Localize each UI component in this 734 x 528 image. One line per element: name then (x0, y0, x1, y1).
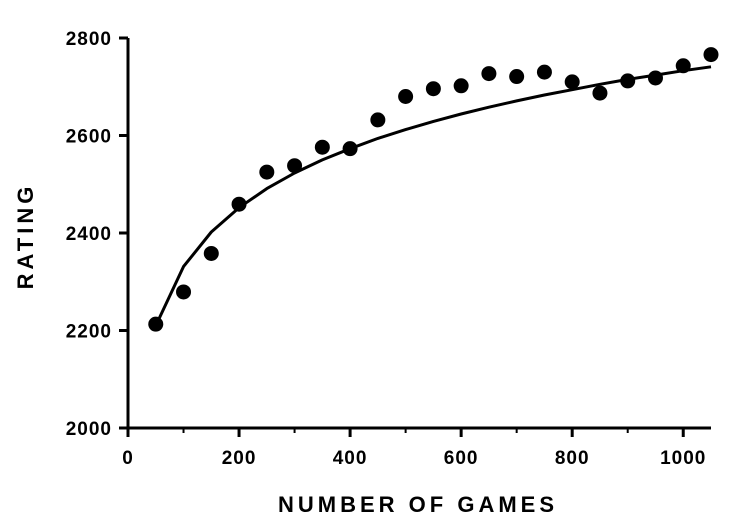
data-point (564, 74, 580, 90)
data-point (370, 112, 386, 128)
data-point (425, 81, 441, 97)
x-tick-label: 800 (555, 448, 590, 469)
data-point (203, 245, 219, 261)
data-point (481, 66, 497, 82)
x-tick-label: 400 (333, 448, 368, 469)
x-tick-label: 200 (222, 448, 257, 469)
data-point (176, 284, 192, 300)
x-tick-label: 0 (122, 448, 134, 469)
data-point (314, 139, 330, 155)
data-point (620, 73, 636, 89)
y-tick-label: 2400 (66, 224, 112, 245)
y-axis: 2000 2200 2400 2600 2800 (66, 29, 130, 440)
data-point (231, 196, 247, 212)
fitted-curve-line (154, 65, 712, 327)
y-tick-label: 2600 (66, 127, 112, 148)
data-point (536, 64, 552, 80)
data-point (509, 69, 525, 85)
data-point (148, 316, 164, 332)
x-axis: 0 200 400 600 800 1000 (122, 426, 711, 469)
data-point (259, 164, 275, 180)
x-axis-title: NUMBER OF GAMES (278, 492, 558, 517)
data-point (287, 158, 303, 174)
data-point (398, 89, 414, 104)
data-point (453, 78, 469, 94)
y-tick-label: 2800 (66, 29, 112, 50)
data-point (703, 47, 719, 63)
y-tick-label: 2000 (66, 419, 112, 440)
fitted-curve-layer (154, 65, 712, 327)
y-tick-label: 2200 (66, 322, 112, 343)
data-points-layer (148, 47, 719, 332)
data-point (342, 141, 358, 157)
x-tick-label: 600 (444, 448, 479, 469)
data-point (675, 58, 691, 74)
x-tick-label: 1000 (660, 448, 706, 469)
y-axis-title: RATING (13, 183, 38, 290)
data-point (647, 70, 663, 86)
data-point (592, 85, 608, 101)
